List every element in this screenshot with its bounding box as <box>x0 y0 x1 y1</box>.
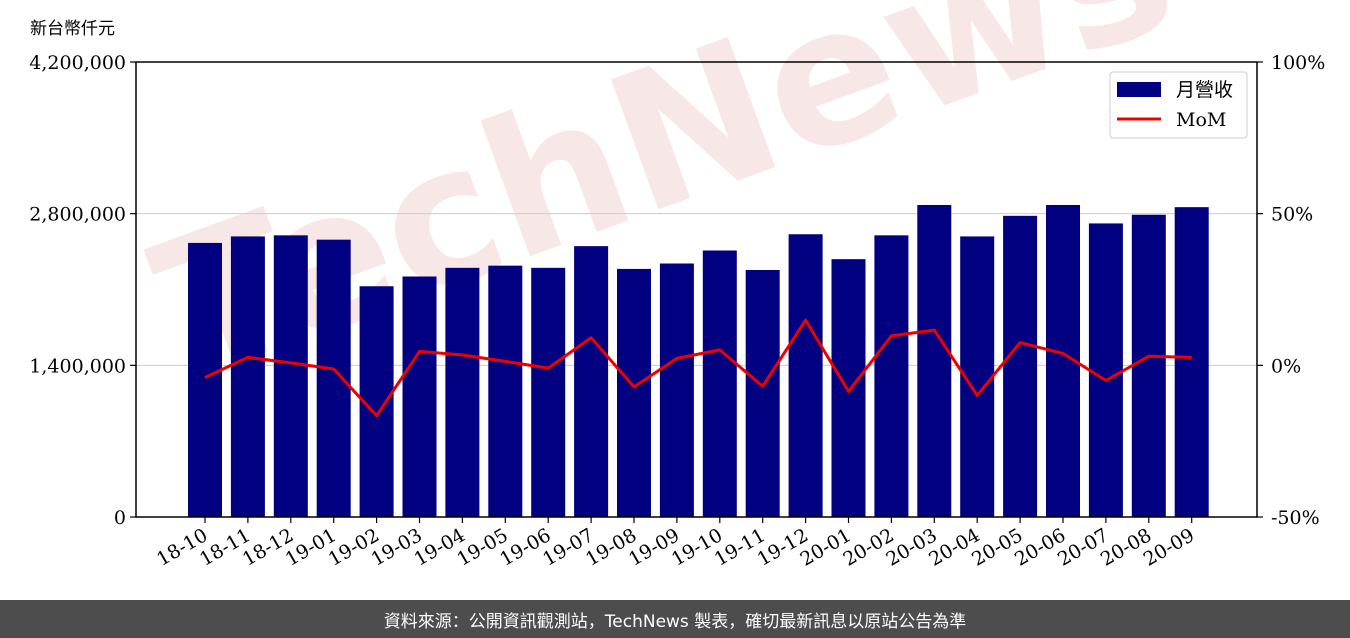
revenue-bar-18-12 <box>273 235 308 518</box>
legend-label-revenue: 月營收 <box>1176 79 1233 101</box>
mom-line <box>204 318 1192 418</box>
revenue-bar-19-04 <box>445 267 480 517</box>
left-tick-label: 0 <box>114 507 126 529</box>
revenue-bar-20-09 <box>1174 207 1209 517</box>
revenue-bar-19-10 <box>702 250 737 517</box>
revenue-bar-20-02 <box>874 235 909 518</box>
revenue-bar-20-01 <box>831 259 866 517</box>
legend-swatch-bar <box>1117 82 1161 97</box>
revenue-bar-19-11 <box>745 270 780 517</box>
revenue-bar-19-03 <box>402 276 437 517</box>
bar-series <box>188 205 1209 518</box>
left-tick-label: 4,200,000 <box>29 52 126 74</box>
plot-frame <box>135 61 1258 518</box>
revenue-bar-19-01 <box>316 239 351 517</box>
legend: 月營收 MoM <box>1109 71 1248 139</box>
revenue-bar-20-03 <box>917 205 952 517</box>
revenue-chart: TechNews 01,400,0002,800,0004,200,000-50… <box>29 0 1325 571</box>
legend-label-mom: MoM <box>1176 109 1226 131</box>
left-tick-label: 1,400,000 <box>29 355 126 377</box>
revenue-bar-18-10 <box>188 242 222 517</box>
revenue-bar-20-07 <box>1088 223 1123 517</box>
revenue-bar-20-05 <box>1003 215 1038 518</box>
left-tick-label: 2,800,000 <box>29 204 126 226</box>
footer-text: 資料來源：公開資訊觀測站，TechNews 製表，確切最新訊息以原站公告為準 <box>383 611 967 632</box>
mom-line-series <box>204 318 1192 418</box>
source-footer: 資料來源：公開資訊觀測站，TechNews 製表，確切最新訊息以原站公告為準 <box>0 600 1350 638</box>
right-tick-label: 50% <box>1271 204 1313 226</box>
right-tick-label: 0% <box>1271 355 1301 377</box>
revenue-bar-19-12 <box>788 234 823 517</box>
revenue-bar-19-05 <box>488 265 523 517</box>
revenue-bar-19-08 <box>617 268 651 517</box>
revenue-bar-19-06 <box>531 267 566 517</box>
right-tick-label: 100% <box>1271 52 1325 74</box>
revenue-bar-18-11 <box>230 236 265 517</box>
revenue-bar-19-09 <box>659 263 694 517</box>
revenue-bar-19-07 <box>574 246 609 517</box>
y-axis-unit-label: 新台幣仟元 <box>30 19 115 39</box>
x-tick-label-20-09: 20-09 <box>1140 524 1198 570</box>
right-tick-label: -50% <box>1271 507 1320 529</box>
revenue-bar-20-08 <box>1131 214 1166 517</box>
